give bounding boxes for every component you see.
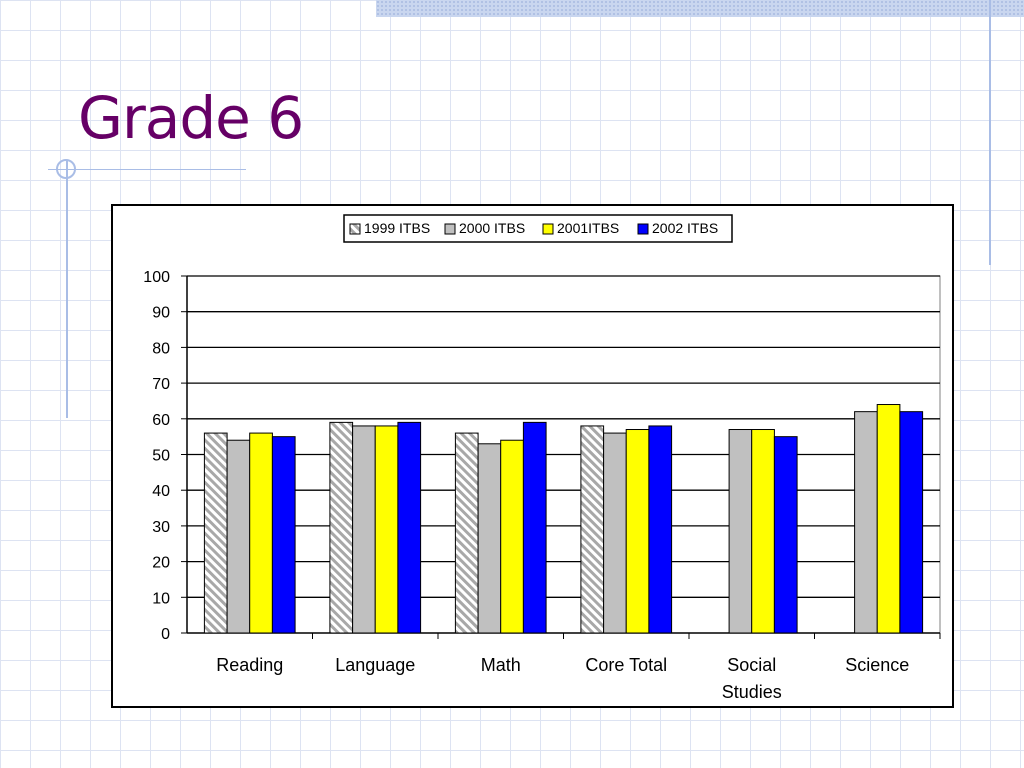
legend-swatch: [637, 223, 649, 235]
legend-box: [343, 214, 733, 243]
bar: [271, 436, 296, 634]
bar: [899, 411, 924, 634]
bar: [603, 432, 627, 634]
legend-label: 1999 ITBS: [364, 220, 430, 236]
bar: [352, 425, 376, 634]
y-tick-label: 60: [152, 412, 170, 429]
left-decor-line: [66, 160, 68, 418]
legend-label: 2002 ITBS: [652, 220, 718, 236]
bar: [648, 425, 673, 634]
bar: [773, 436, 798, 634]
right-decor-line: [989, 0, 991, 265]
bar: [625, 429, 650, 634]
bar: [374, 425, 399, 634]
y-tick-label: 70: [152, 376, 170, 393]
y-tick-label: 100: [143, 269, 170, 286]
page-title: Grade 6: [78, 84, 304, 152]
bar: [329, 421, 354, 634]
legend-swatch: [542, 223, 554, 235]
title-underline: [48, 169, 246, 170]
y-tick-label: 10: [152, 590, 170, 607]
x-tick-label: Math: [481, 655, 521, 675]
y-tick-label: 20: [152, 555, 170, 572]
legend-swatch: [444, 223, 456, 235]
bar: [580, 425, 605, 634]
x-tick-label: Language: [335, 655, 415, 675]
bar: [454, 432, 479, 634]
y-tick-label: 50: [152, 448, 170, 465]
bar: [522, 421, 547, 634]
y-tick-label: 30: [152, 519, 170, 536]
bar: [226, 439, 251, 634]
y-tick-label: 40: [152, 483, 170, 500]
bar: [249, 432, 273, 634]
y-tick-label: 0: [161, 626, 170, 643]
bar: [477, 443, 502, 634]
x-tick-label: Reading: [216, 655, 283, 675]
bar: [397, 421, 422, 634]
y-tick-label: 80: [152, 340, 170, 357]
bar: [876, 404, 901, 634]
top-decor-band: [376, 0, 1024, 17]
x-tick-label: Core Total: [585, 655, 667, 675]
bar: [728, 429, 753, 634]
legend-label: 2001ITBS: [557, 220, 619, 236]
bar-chart: 0 10 20 30 40 50 60 70 80 90 100 Reading Language Mat…: [143, 214, 941, 702]
x-tick-label: Social Studies: [722, 655, 782, 702]
bar: [751, 429, 775, 634]
legend-label: 2000 ITBS: [459, 220, 525, 236]
bar: [854, 411, 878, 634]
decor-circle: [56, 159, 76, 179]
bar: [203, 432, 228, 634]
y-tick-label: 90: [152, 305, 170, 322]
x-tick-label: Science: [845, 655, 909, 675]
chart-frame: 0 10 20 30 40 50 60 70 80 90 100 Reading Language Mat…: [111, 204, 954, 708]
bar: [500, 439, 524, 634]
legend-swatch: [349, 223, 361, 235]
